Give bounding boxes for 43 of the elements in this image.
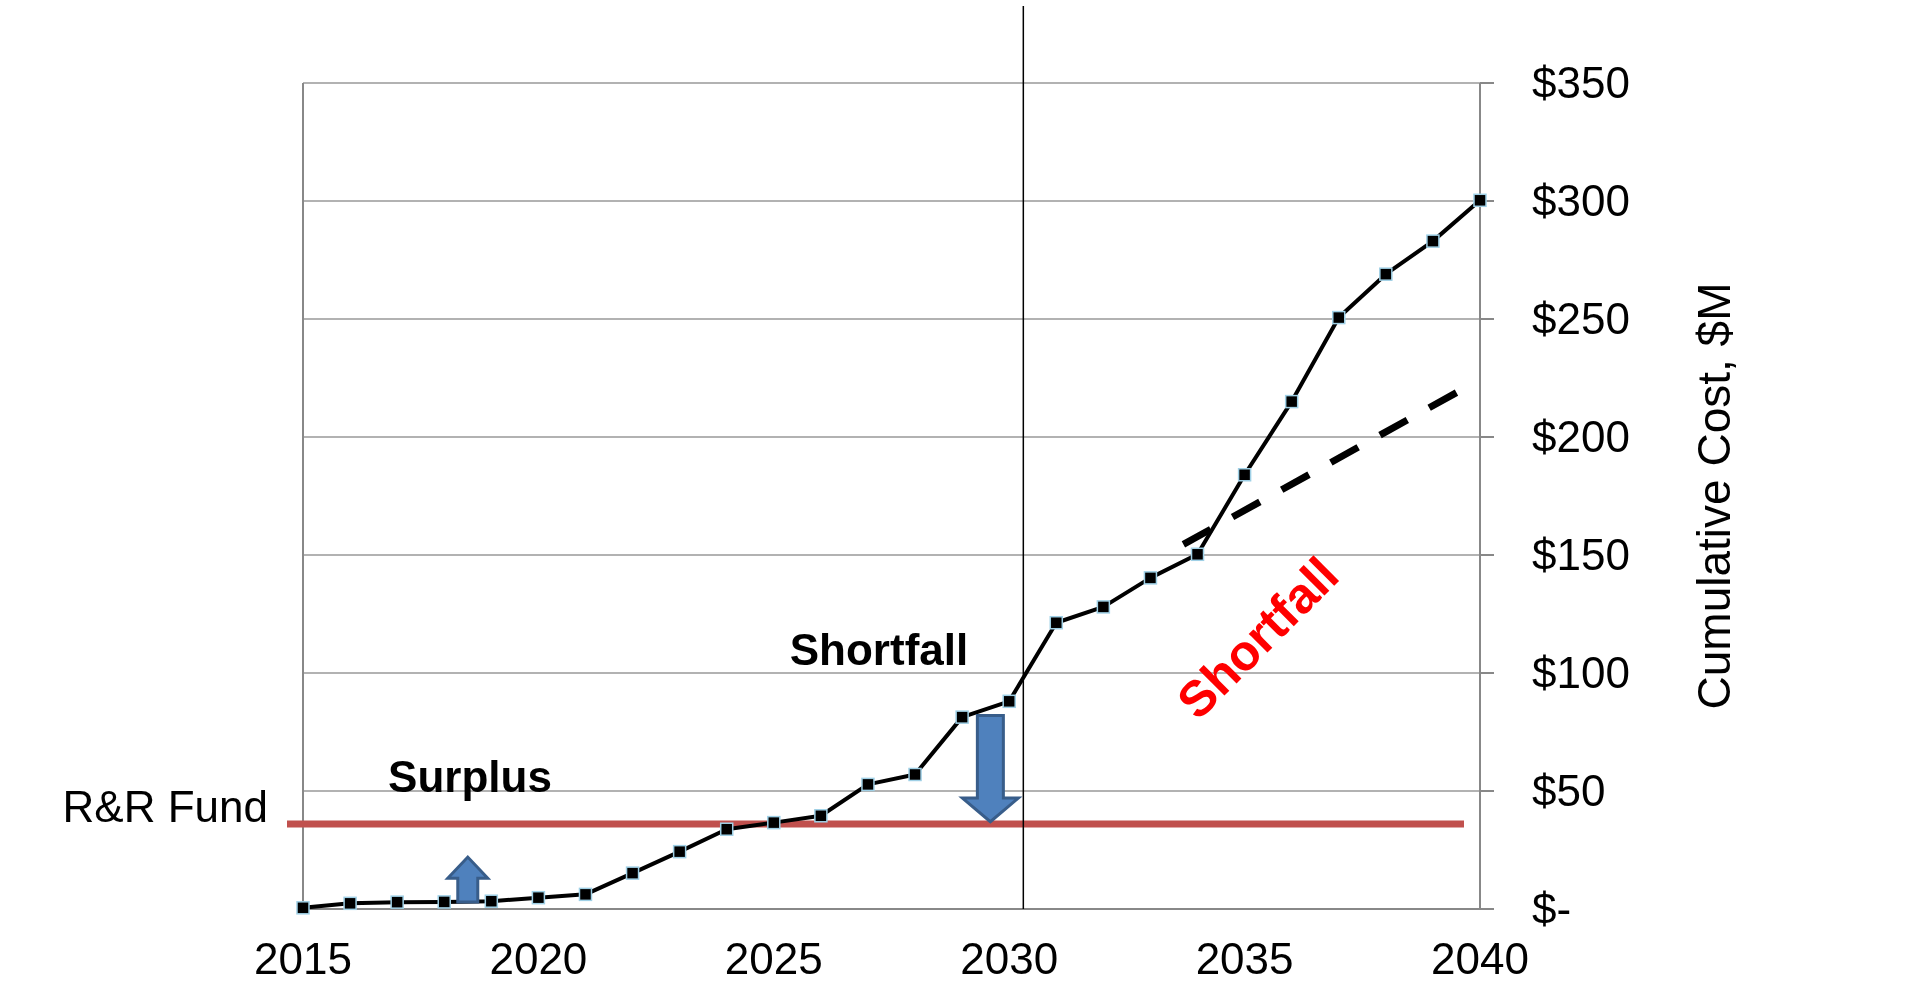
point [625,866,640,880]
point [767,815,781,830]
point [390,895,404,909]
x-tick-label: 2035 [1195,934,1294,983]
point [1237,468,1252,482]
point [861,777,875,792]
point [437,895,451,909]
point [1143,571,1158,585]
y-axis-title: Cumulative Cost, $M [1688,282,1740,710]
y-tick-label: $50 [1532,766,1606,816]
point [343,896,357,911]
point [1332,310,1346,325]
annotation: Shortfall [789,625,969,674]
y-tick-label: $- [1532,884,1572,934]
y-tick-label: $350 [1532,58,1630,108]
x-tick-label: 2015 [254,934,352,983]
point [1473,193,1487,208]
point [578,887,593,902]
point [1049,615,1064,630]
point [1379,267,1393,281]
point [1096,600,1111,614]
x-tick-label: 2040 [1431,934,1529,983]
point [531,890,546,905]
point [955,710,969,724]
y-tick-label: $300 [1532,176,1630,226]
x-tick-label: 2030 [960,934,1059,983]
point [719,822,734,836]
annotation: Surplus [388,752,552,801]
point [1002,694,1016,709]
x-tick-label: 2025 [724,934,823,983]
point [1284,394,1299,409]
y-tick-label: $250 [1532,294,1630,344]
y-tick-label: $150 [1532,530,1630,580]
point [672,844,687,859]
point [1426,234,1440,248]
y-tick-label: $100 [1532,648,1630,698]
point [484,894,499,908]
point [296,901,310,915]
y-tick-label: $200 [1532,412,1630,462]
x-tick-label: 2020 [489,934,588,983]
point [814,809,828,823]
point [908,767,922,782]
ref-line-label: R&R Fund [62,781,268,831]
